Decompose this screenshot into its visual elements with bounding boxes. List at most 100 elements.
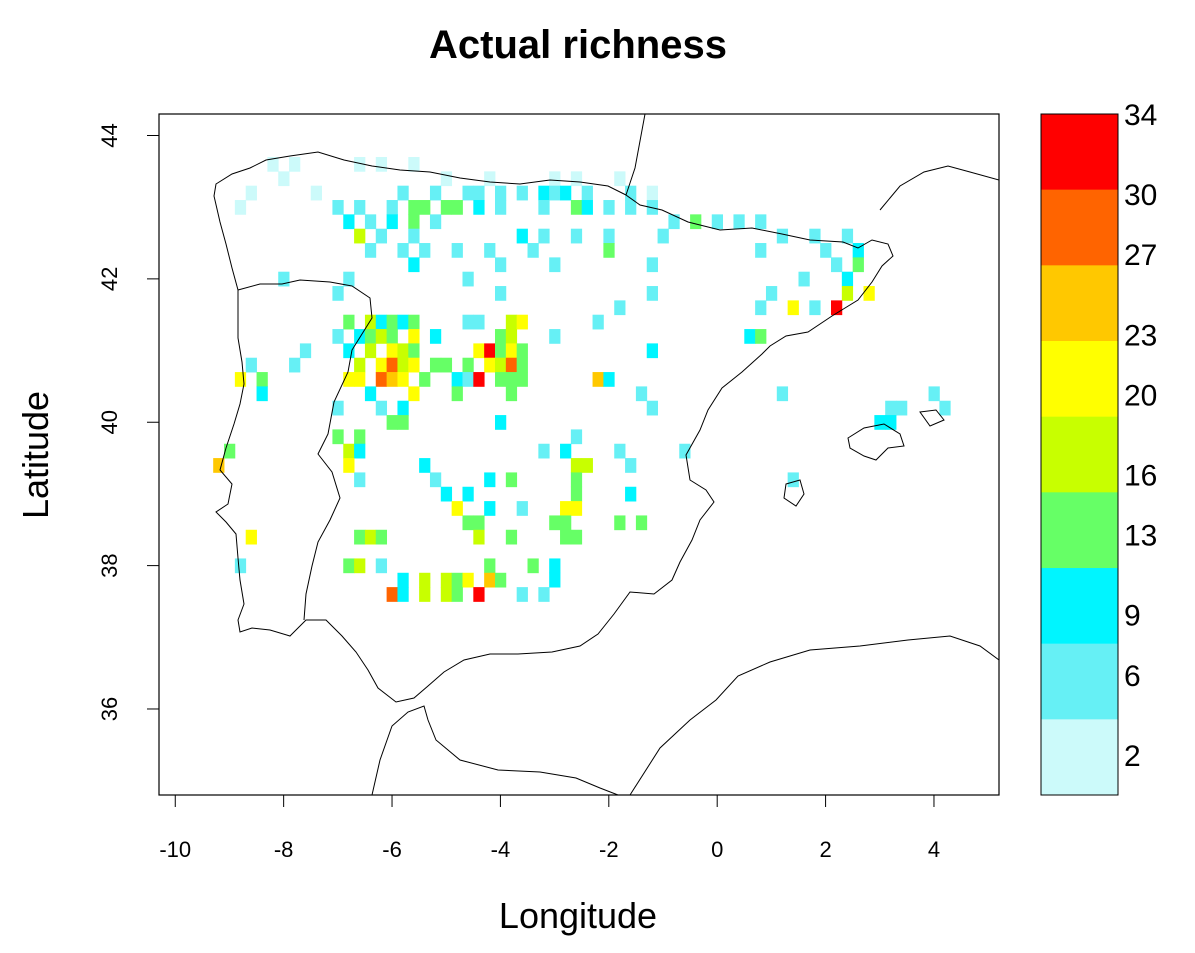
grid-cell (364, 243, 377, 258)
grid-cell (538, 228, 550, 244)
grid-cell (213, 458, 225, 473)
grid-cell (343, 458, 355, 473)
portugal-border (237, 279, 373, 621)
grid-cell (809, 300, 821, 316)
grid-cell (364, 329, 377, 344)
x-tick-label: -8 (274, 837, 294, 862)
grid-cell (375, 529, 388, 545)
legend-swatch (1041, 265, 1118, 342)
grid-cell (516, 357, 528, 373)
grid-cell (419, 372, 431, 387)
grid-cell (646, 343, 658, 359)
legend-label: 2 (1124, 740, 1141, 773)
grid-cell (549, 515, 561, 531)
grid-cell (787, 472, 799, 488)
grid-cell (484, 171, 496, 187)
grid-cell (354, 472, 366, 488)
grid-cell (354, 157, 366, 172)
grid-cell (646, 257, 658, 273)
legend-label: 16 (1124, 460, 1157, 493)
grid-cell (278, 171, 290, 187)
x-tick-label: 0 (711, 837, 723, 862)
grid-cell (625, 486, 637, 502)
grid-cell (549, 329, 561, 344)
grid-cell (408, 228, 420, 244)
grid-cell (451, 200, 463, 215)
x-axis-title: Longitude (499, 895, 657, 936)
grid-cell (343, 314, 355, 330)
grid-cell (375, 157, 388, 172)
grid-cell (646, 286, 658, 301)
grid-cell (354, 443, 366, 459)
grid-cell (495, 415, 507, 430)
grid-cell (234, 558, 247, 574)
legend-swatch (1041, 341, 1118, 417)
grid-cell (386, 214, 398, 230)
y-axis: 36 38 40 42 44 (97, 123, 160, 721)
grid-cell (484, 357, 496, 373)
grid-cell (549, 558, 561, 574)
grid-cell (646, 185, 658, 201)
grid-cell (408, 343, 420, 359)
grid-cell (646, 400, 658, 416)
grid-cell (516, 372, 528, 387)
grid-cell (397, 185, 409, 201)
grid-cell (343, 214, 355, 230)
grid-cell (549, 185, 561, 201)
grid-cell (560, 501, 572, 516)
legend-label: 13 (1124, 520, 1157, 553)
grid-cell (332, 200, 344, 215)
grid-cell (332, 400, 344, 416)
grid-cell (386, 587, 398, 602)
grid-cell (570, 171, 583, 187)
grid-cell (516, 185, 528, 201)
grid-cell (245, 185, 257, 201)
grid-cell (495, 329, 507, 344)
grid-cell (375, 400, 388, 416)
grid-cell (364, 343, 377, 359)
grid-cell (343, 558, 355, 574)
grid-cell (234, 200, 247, 215)
grid-cell (516, 314, 528, 330)
grid-cell (690, 214, 702, 230)
grid-cell (256, 372, 268, 387)
x-tick-label: -4 (491, 837, 511, 862)
grid-cell (495, 286, 507, 301)
grid-cell (386, 329, 398, 344)
grid-cell (505, 372, 518, 387)
grid-cell (408, 214, 420, 230)
grid-cell (668, 214, 680, 230)
grid-cell (473, 314, 485, 330)
grid-cell (354, 558, 366, 574)
grid-cell (635, 515, 648, 531)
x-tick-label: -6 (382, 837, 402, 862)
grid-cell (820, 243, 832, 258)
grid-cell (451, 501, 463, 516)
grid-cell (408, 314, 420, 330)
x-tick-label: 2 (819, 837, 831, 862)
grid-cell (560, 443, 572, 459)
legend-swatch (1041, 416, 1118, 493)
grid-cell (289, 157, 301, 172)
grid-cell (538, 443, 550, 459)
grid-cell (429, 185, 442, 201)
grid-cell (603, 243, 615, 258)
grid-cell (451, 386, 463, 402)
grid-cell (928, 386, 940, 402)
grid-cell (863, 286, 875, 301)
grid-cell (570, 472, 583, 488)
grid-cell (408, 157, 420, 172)
legend-label: 34 (1124, 99, 1157, 132)
grid-cell (776, 228, 789, 244)
legend-label: 20 (1124, 379, 1157, 412)
grid-cell (473, 515, 485, 531)
grid-cell (397, 314, 409, 330)
legend-label: 27 (1124, 239, 1157, 272)
legend-label: 9 (1124, 600, 1141, 633)
grid-cell (419, 587, 431, 602)
grid-cell (484, 243, 496, 258)
grid-cell (462, 486, 474, 502)
grid-cell (408, 386, 420, 402)
grid-cell (614, 515, 626, 531)
grid-cell (224, 443, 236, 459)
